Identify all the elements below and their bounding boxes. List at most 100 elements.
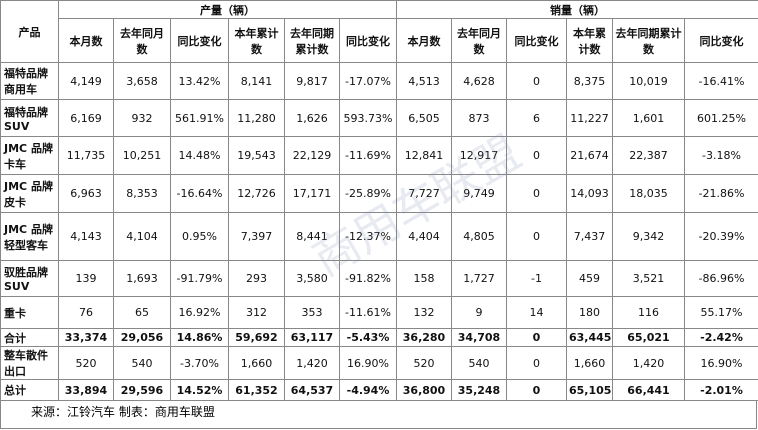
value-cell: 55.17% — [684, 296, 758, 329]
value-cell: -4.94% — [339, 379, 397, 401]
value-cell: 6,169 — [58, 99, 114, 137]
value-cell: 4,805 — [451, 212, 507, 261]
value-cell: 3,521 — [612, 260, 685, 297]
value-cell: 65,021 — [612, 328, 685, 347]
value-cell: 6,963 — [58, 174, 114, 213]
value-cell: 4,143 — [58, 212, 114, 261]
value-cell: 63,117 — [284, 328, 340, 347]
value-cell: 16.90% — [339, 346, 397, 380]
product-cell: JMC 品牌皮卡 — [0, 174, 59, 213]
value-cell: 0 — [506, 346, 567, 380]
value-cell: 61,352 — [228, 379, 285, 401]
value-cell: 540 — [113, 346, 171, 380]
value-cell: 8,441 — [284, 212, 340, 261]
value-cell: 8,141 — [228, 62, 285, 100]
value-cell: 932 — [113, 99, 171, 137]
value-cell: 3,580 — [284, 260, 340, 297]
value-cell: 33,374 — [58, 328, 114, 347]
value-cell: 17,171 — [284, 174, 340, 213]
table-row: JMC 品牌卡车 11,735 10,251 14.48% 19,543 22,129 -1… — [0, 136, 758, 175]
value-cell: 9,749 — [451, 174, 507, 213]
value-cell: 14.52% — [170, 379, 229, 401]
value-cell: 66,441 — [612, 379, 685, 401]
value-cell: -5.43% — [339, 328, 397, 347]
value-cell: 0 — [506, 379, 567, 401]
column-header: 本月数 — [58, 18, 114, 63]
value-cell: 34,708 — [451, 328, 507, 347]
value-cell: 561.91% — [170, 99, 229, 137]
value-cell: 18,035 — [612, 174, 685, 213]
table-row: 重卡 76 65 16.92% 312 353 -11.61% 132 9 14 180 116 55.… — [0, 296, 758, 329]
value-cell: 1,420 — [612, 346, 685, 380]
product-cell: 重卡 — [0, 296, 59, 329]
value-cell: 36,800 — [396, 379, 452, 401]
value-cell: 12,726 — [228, 174, 285, 213]
column-header: 去年同月数 — [113, 18, 171, 63]
value-cell: 36,280 — [396, 328, 452, 347]
value-cell: 11,227 — [566, 99, 613, 137]
value-cell: 7,727 — [396, 174, 452, 213]
value-cell: 459 — [566, 260, 613, 297]
value-cell: 7,397 — [228, 212, 285, 261]
column-header: 去年同月数 — [451, 18, 507, 63]
value-cell: 1,626 — [284, 99, 340, 137]
value-cell: 0 — [506, 212, 567, 261]
value-cell: 4,149 — [58, 62, 114, 100]
value-cell: 0 — [506, 136, 567, 175]
value-cell: -1 — [506, 260, 567, 297]
value-cell: 65,105 — [566, 379, 613, 401]
value-cell: -17.07% — [339, 62, 397, 100]
value-cell: 312 — [228, 296, 285, 329]
value-cell: -25.89% — [339, 174, 397, 213]
value-cell: 116 — [612, 296, 685, 329]
table-row: 合计 33,374 29,056 14.86% 59,692 63,117 -5.43% 36… — [0, 328, 758, 347]
value-cell: 16.90% — [684, 346, 758, 380]
value-cell: 540 — [451, 346, 507, 380]
value-cell: 180 — [566, 296, 613, 329]
value-cell: -20.39% — [684, 212, 758, 261]
footer: 来源：江铃汽车 制表：商用车联盟 — [0, 401, 757, 429]
column-header: 本年累计数 — [228, 18, 285, 63]
table-row: 福特品牌商用车 4,149 3,658 13.42% 8,141 9,817 -17.07%… — [0, 62, 758, 100]
value-cell: -16.41% — [684, 62, 758, 100]
value-cell: -11.69% — [339, 136, 397, 175]
table-row: 总计 33,894 29,596 14.52% 61,352 64,537 -4.94% 36… — [0, 379, 758, 401]
value-cell: 1,660 — [566, 346, 613, 380]
value-cell: 76 — [58, 296, 114, 329]
value-cell: 14 — [506, 296, 567, 329]
value-cell: 16.92% — [170, 296, 229, 329]
value-cell: 11,280 — [228, 99, 285, 137]
value-cell: 14.48% — [170, 136, 229, 175]
value-cell: 13.42% — [170, 62, 229, 100]
value-cell: -91.79% — [170, 260, 229, 297]
value-cell: 1,601 — [612, 99, 685, 137]
value-cell: 1,420 — [284, 346, 340, 380]
value-cell: 4,628 — [451, 62, 507, 100]
value-cell: 59,692 — [228, 328, 285, 347]
value-cell: -3.70% — [170, 346, 229, 380]
value-cell: 158 — [396, 260, 452, 297]
column-header: 去年同期累计数 — [284, 18, 340, 63]
value-cell: 29,596 — [113, 379, 171, 401]
value-cell: 9,817 — [284, 62, 340, 100]
group-header: 销量（辆） — [396, 0, 758, 19]
product-cell: JMC 品牌卡车 — [0, 136, 59, 175]
value-cell: 63,445 — [566, 328, 613, 347]
column-header: 同比变化 — [170, 18, 229, 63]
value-cell: 9 — [451, 296, 507, 329]
value-cell: 0 — [506, 328, 567, 347]
product-cell: 福特品牌SUV — [0, 99, 59, 137]
group-row: 产品 产量（辆） 销量（辆） — [0, 0, 758, 63]
table-row: JMC 品牌皮卡 6,963 8,353 -16.64% 12,726 17,171 -25… — [0, 174, 758, 213]
value-cell: -21.86% — [684, 174, 758, 213]
value-cell: 293 — [228, 260, 285, 297]
value-cell: 6,505 — [396, 99, 452, 137]
value-cell: 7,437 — [566, 212, 613, 261]
product-cell: 福特品牌商用车 — [0, 62, 59, 100]
value-cell: 29,056 — [113, 328, 171, 347]
value-cell: 132 — [396, 296, 452, 329]
product-cell: 总计 — [0, 379, 59, 401]
value-cell: 8,353 — [113, 174, 171, 213]
value-cell: 10,251 — [113, 136, 171, 175]
value-cell: 14,093 — [566, 174, 613, 213]
